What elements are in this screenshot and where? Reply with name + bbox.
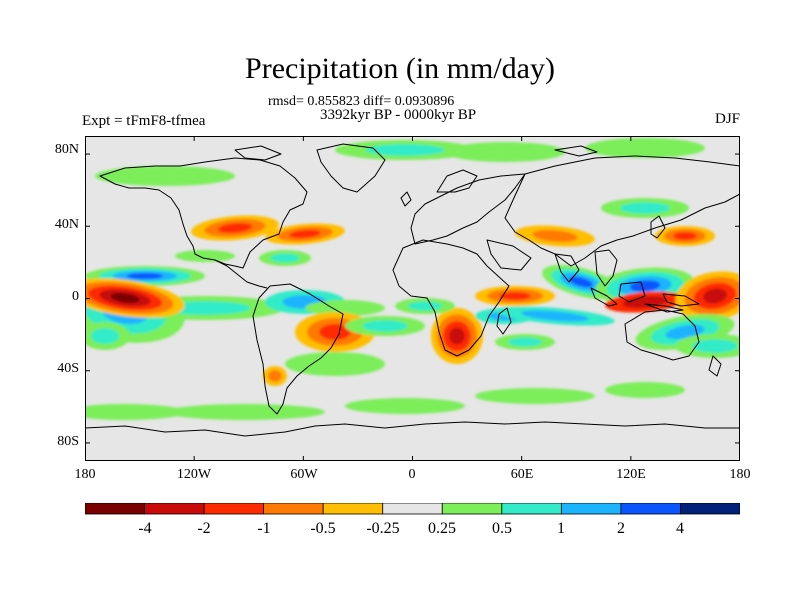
precip-contour-patch <box>217 223 253 233</box>
plot-title: Precipitation (in mm/day) <box>245 52 555 85</box>
colorbar-label: -0.25 <box>366 520 400 537</box>
lat-tick-label: 0 <box>72 289 79 304</box>
period-line: 3392kyr BP - 0000kyr BP <box>320 107 477 123</box>
precip-contour-patch <box>475 388 595 404</box>
colorbar-label: -4 <box>138 520 152 537</box>
precip-contour-patch <box>165 404 325 420</box>
colorbar-label: 2 <box>617 520 625 537</box>
season-label: DJF <box>714 111 740 127</box>
lat-tick-label: 40S <box>57 361 79 376</box>
precip-contour-patch <box>289 229 321 239</box>
colorbar-box <box>620 503 681 515</box>
colorbar-box <box>263 503 324 515</box>
precip-contour-patch <box>508 337 542 347</box>
lat-tick-label: 80S <box>57 434 79 449</box>
precip-contour-patch <box>362 320 408 332</box>
lon-tick-label: 120W <box>176 467 212 482</box>
precip-contour-patch <box>90 328 120 344</box>
lat-tick-label: 80N <box>54 142 79 157</box>
lon-tick-label: 180 <box>74 467 96 482</box>
colorbar <box>85 503 740 515</box>
lon-tick-label: 120E <box>616 467 646 482</box>
precip-contour-patch <box>445 142 565 162</box>
lon-tick-label: 180 <box>729 467 751 482</box>
colorbar-box <box>85 503 145 515</box>
colorbar-box <box>382 503 443 515</box>
experiment-label: Expt = tFmF8-tfmea <box>82 113 206 129</box>
colorbar-label: 0.25 <box>428 520 456 537</box>
colorbar-label: -1 <box>257 520 271 537</box>
lon-tick-label: 60E <box>510 467 534 482</box>
lat-tick-label: 40N <box>54 217 79 232</box>
precip-contour-patch <box>673 232 697 240</box>
colorbar-box <box>680 503 740 515</box>
precip-contour-patch <box>345 398 465 414</box>
precip-contour-patch <box>268 370 282 382</box>
precip-contour-patch <box>620 202 670 214</box>
precip-contour-patch <box>408 301 442 311</box>
precip-contour-patch <box>126 273 164 279</box>
axis-ticks <box>85 136 740 461</box>
precip-contour-patch <box>319 324 351 340</box>
lon-tick-label: 0 <box>408 467 416 482</box>
stats-line: rmsd= 0.855823 diff= 0.0930896 <box>268 94 455 109</box>
precipitation-map <box>85 136 740 461</box>
precip-contour-patch <box>285 352 385 376</box>
coastlines <box>85 143 740 437</box>
precip-contour-patch <box>569 276 593 288</box>
colorbar-label: 4 <box>676 520 684 537</box>
precip-contour-patch <box>532 229 578 243</box>
precip-contour-patch <box>85 404 185 420</box>
precip-contour-patch <box>365 144 445 156</box>
precip-contour-patch <box>521 310 589 322</box>
colorbar-box <box>560 503 622 515</box>
precip-contour-patch <box>270 253 300 263</box>
precip-contour-patch <box>703 288 727 304</box>
colorbar-label: 1 <box>557 520 565 537</box>
precip-contour-patch <box>585 138 705 158</box>
precip-contour-patch <box>629 280 661 292</box>
precip-contour-patch <box>605 382 685 398</box>
colorbar-box <box>441 503 503 515</box>
precip-contour-patch <box>449 327 465 345</box>
lon-tick-label: 60W <box>290 467 318 482</box>
colorbar-label: -2 <box>197 520 211 537</box>
precip-contour-patch <box>175 250 235 262</box>
precip-contour-patch <box>665 324 705 340</box>
precip-contour-patch <box>110 293 140 303</box>
colorbar-box <box>144 503 205 515</box>
precip-contour-patch <box>95 166 235 186</box>
precip-contour-patch <box>692 339 738 353</box>
colorbar-label: 0.5 <box>492 520 512 537</box>
colorbar-label: -0.5 <box>310 520 336 537</box>
colorbar-box <box>501 503 562 515</box>
colorbar-box <box>203 503 265 515</box>
colorbar-box <box>322 503 384 515</box>
precip-contour-patch <box>499 292 531 300</box>
precip-anomaly-field <box>85 138 740 420</box>
